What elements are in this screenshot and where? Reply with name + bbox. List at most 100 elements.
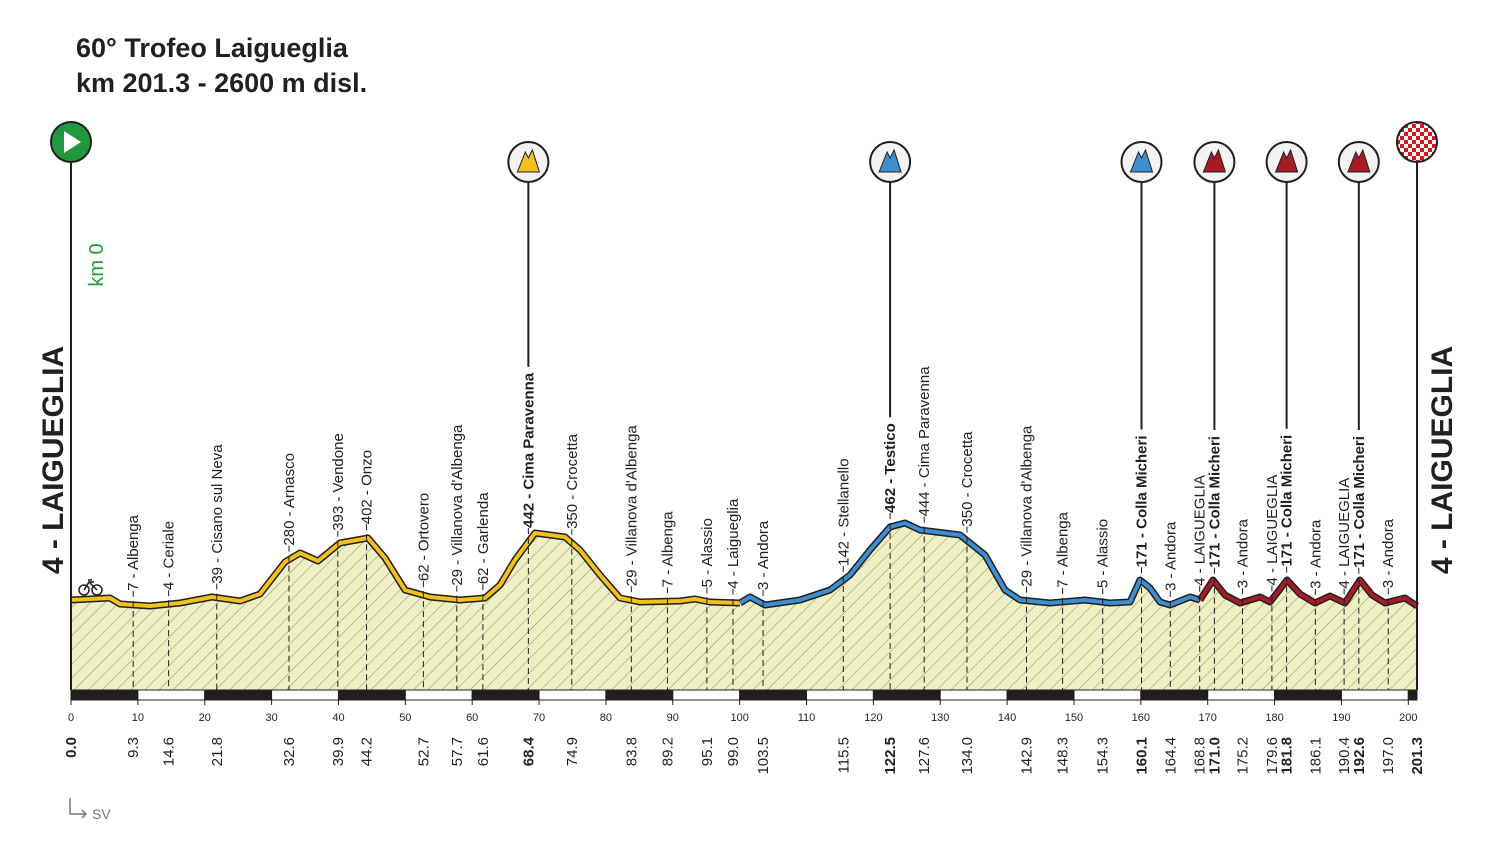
title: 60° Trofeo Laigueglia (76, 33, 349, 63)
km-label: 122.5 (882, 737, 899, 775)
km-label: 127.6 (916, 737, 933, 775)
km-label: 154.3 (1095, 737, 1112, 775)
waypoint-label: 3 - Andora (1307, 519, 1324, 589)
km-label: 89.2 (659, 737, 676, 766)
km-label: 39.9 (330, 737, 347, 766)
scale-segment (1207, 689, 1276, 701)
waypoint-label: 7 - Albenga (659, 511, 676, 588)
scale-label: 170 (1199, 712, 1217, 724)
scale-label: 20 (199, 712, 211, 724)
scale-label: 100 (730, 712, 748, 724)
scale-label: 140 (998, 712, 1016, 724)
km-label: 9.3 (125, 737, 142, 758)
km-label: 164.4 (1162, 737, 1179, 775)
scale-segment (1274, 689, 1342, 701)
scale-segment (538, 689, 607, 701)
waypoint-label: 62 - Garlenda (475, 492, 492, 584)
waypoint-label: 3 - Andora (1162, 521, 1179, 591)
profile-line (70, 531, 741, 608)
start-place: 4 - LAIGUEGLIA (37, 346, 70, 574)
scale-label: 180 (1265, 712, 1283, 724)
scale-segment (1006, 689, 1075, 701)
scale-label: 80 (600, 712, 612, 724)
profile-line (1198, 578, 1419, 608)
km-label: 14.6 (161, 737, 178, 766)
waypoint-label: 442 - Cima Paravenna (520, 372, 537, 528)
scale-label: 120 (864, 712, 882, 724)
climb-mountain (516, 148, 541, 173)
waypoint-label: 7 - Albenga (125, 514, 142, 591)
waypoint-label: 4 - LAIGUEGLIA (1336, 478, 1353, 589)
direction: SV (92, 806, 111, 822)
waypoint-label: 29 - Villanova d'Albenga (623, 425, 640, 587)
waypoint-label: 280 - Arnasco (281, 453, 298, 546)
scale-label: 70 (533, 712, 545, 724)
km-label: 171.0 (1206, 737, 1223, 775)
climb-mountain (1202, 148, 1227, 173)
scale-label: 110 (798, 712, 816, 724)
km-label: 190.4 (1336, 737, 1353, 775)
km-label: 99.0 (725, 737, 742, 766)
waypoint-label: 171 - Colla Micheri (1134, 435, 1151, 567)
waypoint-label: 142 - Stellanello (835, 458, 852, 566)
scale-segment (204, 689, 273, 701)
km-label: 134.0 (959, 737, 976, 775)
waypoint-label: 444 - Cima Paravenna (916, 366, 933, 517)
scale-label: 190 (1332, 712, 1350, 724)
km-label: 168.8 (1192, 737, 1209, 775)
profile-fill (71, 523, 1417, 690)
waypoint-label: 29 - Villanova d'Albenga (1019, 425, 1036, 587)
km-label: 61.6 (475, 737, 492, 766)
km-label: 192.6 (1351, 737, 1368, 775)
scale-label: 130 (931, 712, 949, 724)
km-label: 142.9 (1019, 737, 1036, 775)
waypoint-label: 62 - Ortovero (415, 493, 432, 581)
km-label: 197.0 (1380, 737, 1397, 775)
finish-place: 4 - LAIGUEGLIA (1426, 346, 1459, 574)
scale-segment (672, 689, 741, 701)
scale-segment (337, 689, 406, 701)
waypoint-label: 171 - Colla Micheri (1351, 436, 1368, 568)
km-label: 175.2 (1234, 737, 1251, 775)
scale-label: 30 (265, 712, 277, 724)
km-label: 21.8 (209, 737, 226, 766)
waypoint-label: 39 - Cisano sul Neva (209, 444, 226, 584)
scale-label: 10 (132, 712, 144, 724)
km-label: 186.1 (1307, 737, 1324, 775)
waypoint-label: 171 - Colla Micheri (1279, 435, 1296, 567)
finish-icon (1396, 121, 1438, 163)
km-label: 57.7 (449, 737, 466, 766)
waypoint-label: 3 - Andora (1234, 518, 1251, 588)
km-label: 181.8 (1279, 737, 1296, 775)
climb-mountain (878, 148, 902, 173)
km-label: 148.3 (1055, 737, 1072, 775)
scale-segment (1340, 689, 1409, 701)
scale-label: 50 (399, 712, 411, 724)
scale-segment (271, 689, 339, 701)
waypoint-label: 393 - Vendone (330, 433, 347, 531)
direction-arrow (69, 798, 88, 819)
km-label: 32.6 (281, 737, 298, 766)
waypoint-label: 350 - Crocetta (959, 431, 976, 527)
km-label: 103.5 (755, 737, 772, 775)
km-label: 83.8 (623, 737, 640, 766)
scale-segment (137, 689, 206, 701)
scale-segment (471, 689, 540, 701)
km-label: 115.5 (835, 737, 852, 773)
waypoint-label: 4 - LAIGUEGLIA (1192, 475, 1209, 586)
waypoint-label: 4 - Ceriale (161, 521, 178, 590)
scale-segment (872, 689, 941, 701)
waypoints: 0 10 20 30 40 50 60 70 80 90 100 110 120 130 140 150 160… (63, 141, 1426, 775)
scale-label: 160 (1132, 712, 1150, 724)
scale-label: 40 (332, 712, 344, 724)
scale-label: 150 (1065, 712, 1083, 724)
km-zero: km 0 (86, 243, 108, 286)
waypoint-label: 462 - Testico (882, 423, 899, 513)
km-label: 0.0 (63, 737, 80, 758)
scale-segment (739, 689, 808, 701)
bike-icon (78, 579, 103, 596)
km-label: 179.6 (1264, 737, 1281, 775)
profile (70, 519, 1419, 690)
scale-label: 60 (466, 712, 478, 724)
